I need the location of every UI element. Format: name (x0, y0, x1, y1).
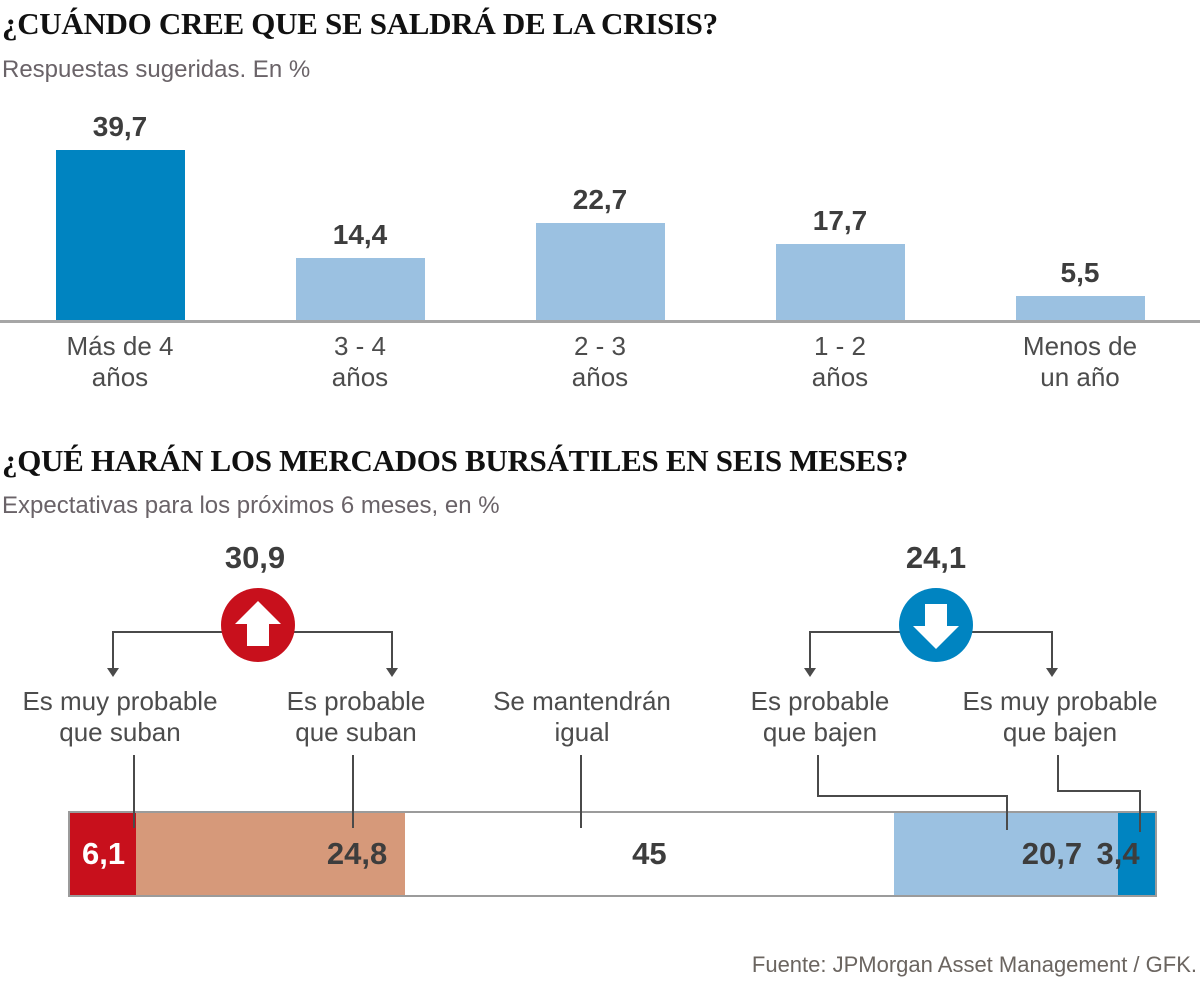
bar (775, 244, 905, 320)
category-label: 1 - 2 años (811, 331, 869, 392)
stack-segment: 20,7 (893, 813, 1119, 895)
category-label: Menos de un año (1022, 331, 1138, 392)
bar (1015, 296, 1145, 320)
stacked-bar-figure: 30,9 24,1 Es muy probable que suban Es pro… (0, 540, 1200, 922)
bar-chart: 39,7 14,4 22,7 17,7 5,5 (0, 110, 1200, 320)
connector-elbow (1139, 790, 1141, 832)
segment-category-label: Es probable que bajen (750, 686, 890, 747)
section-1-title: ¿CUÁNDO CREE QUE SE SALDRÁ DE LA CRISIS? (2, 6, 718, 41)
section-2-subtitle: Expectativas para los próximos 6 meses, … (2, 492, 500, 519)
segment-value-label: 6,1 (82, 836, 126, 871)
bar-column: 17,7 (720, 110, 960, 320)
segment-value-label: 45 (632, 836, 667, 871)
stacked-bar: 6,1 24,8 45 20,7 3,4 (68, 811, 1157, 897)
connector-elbow (817, 755, 819, 797)
connector-line (580, 755, 582, 828)
up-arrow-icon (221, 588, 295, 662)
stack-segment: 45 (405, 813, 894, 895)
bar-column: 22,7 (480, 110, 720, 320)
x-axis-baseline (0, 320, 1200, 323)
down-arrow-icon (899, 588, 973, 662)
aggregate-up-value: 30,9 (224, 540, 286, 575)
bar (295, 258, 425, 320)
category-label: 2 - 3 años (571, 331, 629, 392)
segment-value-label: 20,7 (1021, 836, 1083, 871)
connector-elbow (1057, 790, 1141, 792)
aggregate-down-value: 24,1 (905, 540, 967, 575)
stack-segment: 3,4 (1097, 813, 1155, 895)
bar (55, 150, 185, 320)
bar-value-label: 5,5 (1060, 257, 1100, 288)
bar-column: 14,4 (240, 110, 480, 320)
bar-chart-categories: Más de 4 años 3 - 4 años 2 - 3 años 1 - 2 años M… (0, 331, 1200, 393)
bar-column: 39,7 (0, 110, 240, 320)
segment-value-label: 24,8 (326, 836, 388, 871)
left-bracket-drop (391, 631, 393, 669)
bar-value-label: 39,7 (92, 111, 148, 142)
segment-value-label: 3,4 (1096, 836, 1140, 871)
segment-category-label: Es muy probable que suban (22, 686, 218, 747)
category-label: 3 - 4 años (331, 331, 389, 392)
right-bracket-drop (809, 631, 811, 669)
arrowhead-down-icon (386, 668, 398, 677)
connector-line (352, 755, 354, 828)
right-bracket-drop (1051, 631, 1053, 669)
bar-value-label: 22,7 (572, 184, 628, 215)
source-note: Fuente: JPMorgan Asset Management / GFK. (751, 952, 1197, 977)
connector-elbow (1057, 755, 1059, 792)
connector-line (133, 755, 135, 828)
bar-value-label: 14,4 (332, 219, 388, 250)
arrowhead-down-icon (107, 668, 119, 677)
connector-elbow (1006, 795, 1008, 830)
bar-value-label: 17,7 (812, 205, 868, 236)
category-label: Más de 4 años (66, 331, 174, 392)
segment-category-label: Se mantendrán igual (493, 686, 671, 747)
arrowhead-down-icon (1046, 668, 1058, 677)
bar-column: 5,5 (960, 110, 1200, 320)
section-2-title: ¿QUÉ HARÁN LOS MERCADOS BURSÁTILES EN SE… (2, 443, 909, 478)
section-1-subtitle: Respuestas sugeridas. En % (2, 56, 311, 83)
left-bracket-drop (112, 631, 114, 669)
stack-segment: 6,1 (70, 813, 137, 895)
arrowhead-down-icon (804, 668, 816, 677)
segment-category-label: Es probable que suban (286, 686, 426, 747)
connector-elbow (817, 795, 1008, 797)
stack-segment: 24,8 (136, 813, 406, 895)
bar (535, 223, 665, 320)
segment-category-label: Es muy probable que bajen (962, 686, 1158, 747)
